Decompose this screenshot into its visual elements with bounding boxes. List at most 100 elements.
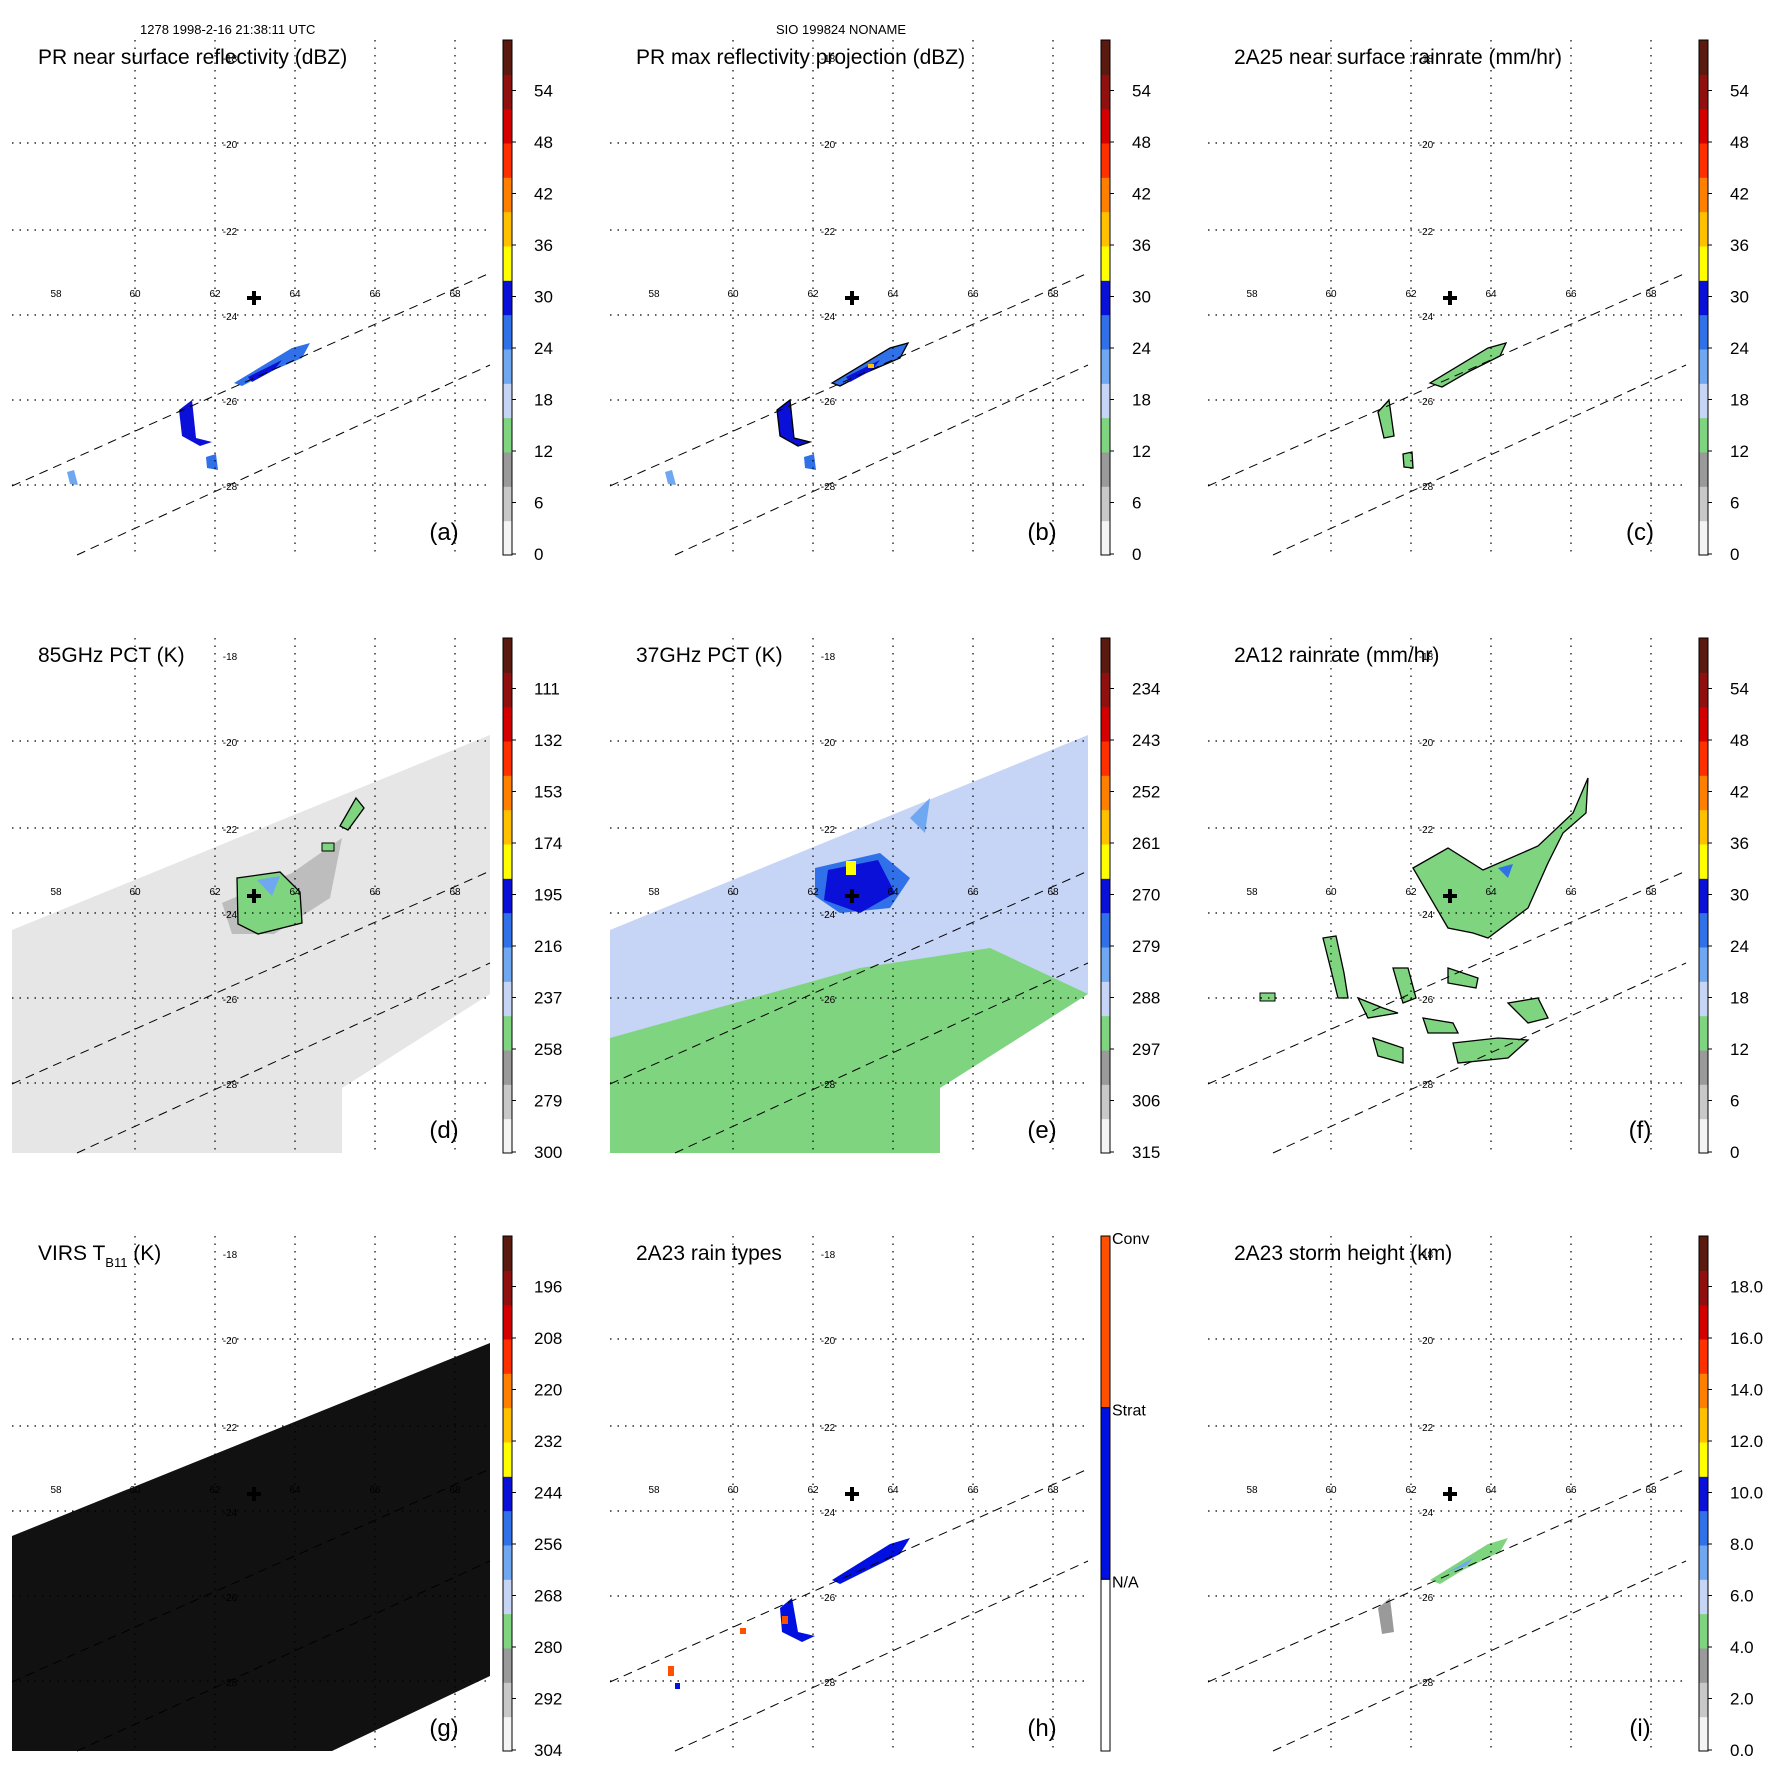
panel-label: (a) [429,519,458,546]
lat-tick-label: -22 [223,1423,238,1434]
lon-tick-label: 66 [369,887,381,898]
lon-tick-label: 66 [1565,1485,1577,1496]
rain-area [1447,967,1479,989]
colorbar-tick-label: 220 [534,1381,562,1400]
colorbar-step [1101,1050,1110,1085]
lon-tick-label: 64 [289,887,301,898]
colorbar-tick-label: 12 [1730,442,1749,461]
colorbar-step [503,383,512,419]
colorbar-tick-label: 42 [1730,185,1749,204]
colorbar-tick-label: 0 [1132,545,1141,564]
colorbar-step [1101,981,1110,1017]
colorbar-step [503,452,512,487]
lat-tick-label: -24 [223,910,238,921]
lat-tick-label: -26 [1419,1593,1434,1604]
colorbar-step [503,1118,512,1154]
panel-label: (c) [1626,519,1654,546]
colorbar-step [503,1050,512,1085]
lon-tick-label: 58 [648,289,660,300]
colorbar-frame [502,39,513,556]
colorbar-step [1699,912,1708,948]
pr-swath-edge-north [609,1468,1089,1683]
lon-tick-label: 64 [1485,1485,1497,1496]
rain-area [1372,1036,1404,1064]
colorbar-step [503,1579,512,1615]
colorbar-tick-label: 48 [1730,731,1749,750]
echo-cell [179,400,212,446]
colorbar-step [1101,40,1110,75]
height-cell [1378,1598,1394,1634]
colorbar-step [503,1270,512,1306]
colorbar-step [503,1304,512,1340]
scattering-min [846,861,856,875]
echo-cell [776,398,813,447]
orbit-datetime-label: 1278 1998-2-16 21:38:11 UTC [140,22,316,37]
lat-tick-label: -26 [1419,995,1434,1006]
lat-tick-label: -18 [821,1250,836,1261]
panel-title: PR max reflectivity projection (dBZ) [636,46,965,69]
colorbar-step [1101,349,1110,384]
colorbar-step [503,486,512,522]
storm-center-marker [845,1487,859,1501]
storm-center-marker [845,889,859,903]
colorbar-step [1699,1270,1708,1306]
rain-area [1412,777,1589,939]
colorbar-tick-label: 237 [534,989,562,1008]
echo-cell [67,470,78,485]
colorbar-step [1101,314,1110,350]
colorbar-frame [1698,1235,1709,1752]
colorbar-step [503,809,512,845]
colorbar-step [1699,1373,1708,1409]
colorbar-step [1101,844,1110,879]
lat-tick-label: -28 [1419,482,1434,493]
scattering-cell [910,798,930,833]
colorbar-frame [1698,637,1709,1154]
colorbar-tick-label: 48 [1132,133,1151,152]
echo-max [868,364,874,368]
lon-tick-label: 68 [1645,289,1657,300]
colorbar-step [1699,1442,1708,1477]
echo-cell [206,454,218,470]
colorbar-tick-label: 258 [534,1040,562,1059]
lat-tick-label: -26 [223,995,238,1006]
colorbar-step [1101,177,1110,213]
scattering-core [824,860,895,913]
lat-tick-label: -22 [223,825,238,836]
colorbar-step [1699,638,1708,673]
lat-tick-label: -28 [1419,1080,1434,1091]
colorbar-tick-label: 315 [1132,1143,1160,1162]
echo-core [248,360,282,382]
ice-scattering-core [236,871,303,935]
colorbar-step [1101,246,1110,281]
colorbar-step [503,947,512,982]
colorbar-step [1699,486,1708,522]
panel-label: (i) [1629,1715,1650,1742]
colorbar-tick-label: 8.0 [1730,1535,1754,1554]
conv-cell [740,1628,746,1634]
colorbar-step [1101,809,1110,845]
lat-tick-label: -28 [223,1080,238,1091]
pr-swath-edge-south [76,1560,491,1752]
colorbar-step [503,1648,512,1683]
lon-tick-label: 66 [967,289,979,300]
colorbar-tick-label: 256 [534,1535,562,1554]
colorbar-step [1699,1545,1708,1580]
colorbar-tick-label: 6.0 [1730,1587,1754,1606]
colorbar-step [503,912,512,948]
lon-tick-label: 68 [1047,1485,1059,1496]
lon-tick-label: 62 [807,887,819,898]
lat-tick-label: -18 [1419,54,1434,65]
strat-band [832,1538,910,1584]
colorbar-tick-label: 18 [1730,989,1749,1008]
colorbar-tick-label: 304 [534,1741,562,1760]
colorbar-tick-label: 12 [1730,1040,1749,1059]
colorbar-step [1699,40,1708,75]
colorbar-tick-label: 16.0 [1730,1329,1763,1348]
colorbar-tick-label: 42 [534,185,553,204]
colorbar-tick-label: 279 [1132,937,1160,956]
colorbar-step [503,246,512,281]
lon-tick-label: 58 [1246,887,1258,898]
colorbar-step [1699,1236,1708,1271]
